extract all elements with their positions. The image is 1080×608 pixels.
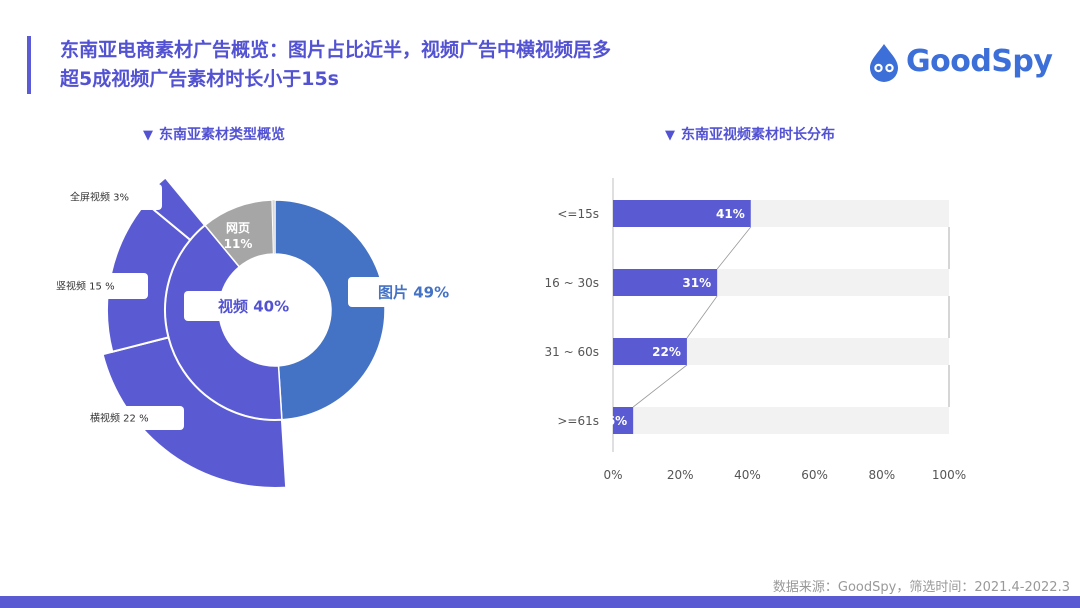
goodspy-logo: GoodSpy <box>866 42 1053 86</box>
logo-drop-icon <box>870 44 898 82</box>
label-image-49: 图片 49% <box>348 277 468 307</box>
svg-text:横视频 22 %: 横视频 22 % <box>90 412 149 425</box>
svg-text:网页: 网页 <box>226 221 250 235</box>
bar <box>613 338 687 365</box>
triangle-down-icon: ▼ <box>143 128 153 143</box>
category-tick-label: 16 ~ 30s <box>545 276 599 290</box>
svg-text:竖视频 15 %: 竖视频 15 % <box>56 280 115 293</box>
label-vertical-video: 竖视频 15 % <box>48 273 148 299</box>
bar <box>613 407 634 434</box>
bar <box>613 200 751 227</box>
title-line-2: 超5成视频广告素材时长小于15s <box>60 68 339 90</box>
inner-slice-image <box>274 199 386 421</box>
x-tick-label: 60% <box>801 468 828 482</box>
triangle-down-icon: ▼ <box>665 128 675 143</box>
x-tick-label: 80% <box>868 468 895 482</box>
inner-slice-gap <box>271 199 276 255</box>
x-tick-label: 40% <box>734 468 761 482</box>
category-tick-label: <=15s <box>557 207 599 221</box>
logo-text: GoodSpy <box>906 44 1053 79</box>
left-chart-title: ▼ 东南亚素材类型概览 <box>143 124 285 144</box>
duration-bar-chart: 41% <=15s 31% 16 ~ 30s 22% 31 ~ 60s 6% >=61s 0% 2… <box>545 178 966 482</box>
svg-text:11%: 11% <box>224 237 253 251</box>
svg-text:图片 49%: 图片 49% <box>378 283 449 301</box>
right-chart-title-text: 东南亚视频素材时长分布 <box>681 127 835 143</box>
bar-row: 6% >=61s <box>557 407 949 434</box>
label-horizontal-video: 横视频 22 % <box>82 406 184 430</box>
bar-row: 41% <=15s <box>557 200 949 227</box>
svg-text:视频 40%: 视频 40% <box>218 297 289 315</box>
bar-row: 31% 16 ~ 30s <box>545 269 949 296</box>
bar-value-label: 22% <box>652 345 681 359</box>
x-tick-label: 100% <box>932 468 966 482</box>
connector-line <box>686 295 718 339</box>
outer-slice-horizontal-video <box>101 336 288 489</box>
label-fullscreen-video: 全屏视频 3% <box>62 184 162 210</box>
bar-value-label: 41% <box>716 207 745 221</box>
connector-line <box>716 226 752 270</box>
bar-value-label: 31% <box>682 276 711 290</box>
label-video-40: 视频 40% <box>184 291 306 321</box>
label-web-11: 网页 11% <box>224 221 253 251</box>
category-tick-label: >=61s <box>557 414 599 428</box>
bar-value-label: 6% <box>607 414 627 428</box>
data-source-note: 数据来源：GoodSpy，筛选时间：2021.4-2022.3 <box>772 580 1070 595</box>
title-line-1: 东南亚电商素材广告概览：图片占比近半，视频广告中横视频居多 <box>60 39 612 61</box>
bottom-accent-bar <box>0 596 1080 608</box>
category-tick-label: 31 ~ 60s <box>545 345 599 359</box>
bar-track <box>613 407 949 434</box>
page-title: 东南亚电商素材广告概览：图片占比近半，视频广告中横视频居多 超5成视频广告素材时… <box>60 36 611 94</box>
x-tick-label: 0% <box>603 468 622 482</box>
title-accent-bar <box>27 36 31 94</box>
material-type-sunburst-chart: 图片 49% 视频 40% 网页 11% 横视频 22 % 竖视频 15 % 全屏视频 3% <box>48 176 468 489</box>
bar-row: 22% 31 ~ 60s <box>545 338 949 365</box>
right-chart-title: ▼ 东南亚视频素材时长分布 <box>665 124 835 144</box>
bar <box>613 269 718 296</box>
x-tick-label: 20% <box>667 468 694 482</box>
left-chart-title-text: 东南亚素材类型概览 <box>159 127 285 143</box>
svg-text:全屏视频 3%: 全屏视频 3% <box>70 191 129 204</box>
connector-line <box>632 364 688 408</box>
